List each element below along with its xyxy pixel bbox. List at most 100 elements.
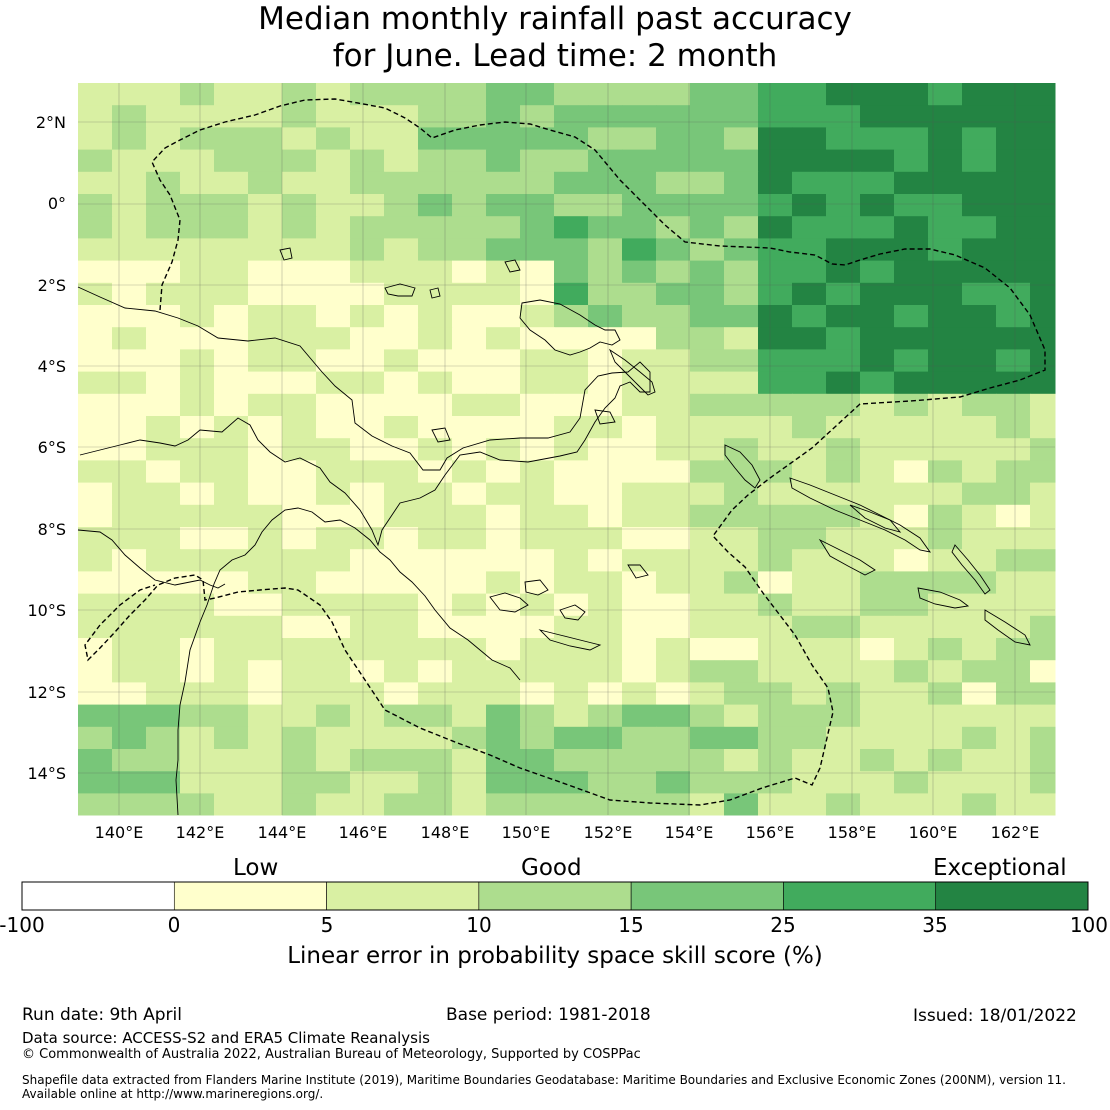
skill-cell [146, 660, 181, 683]
lon-label-152e: 152°E [583, 823, 633, 842]
skill-cell [248, 327, 283, 350]
skill-cell [78, 482, 113, 506]
skill-cell [996, 260, 1031, 284]
skill-cell [724, 571, 759, 595]
skill-cell [520, 216, 555, 239]
skill-cell [928, 327, 963, 350]
skill-cell [962, 349, 997, 373]
skill-cell [554, 704, 589, 728]
skill-cell [418, 194, 453, 217]
skill-cell [78, 571, 113, 595]
skill-cell [112, 416, 147, 439]
lon-label-140e: 140°E [94, 823, 144, 842]
skill-cell [78, 771, 113, 794]
lat-label-6s: 6°S [37, 438, 66, 457]
skill-cell [112, 482, 147, 506]
skill-cell [894, 149, 929, 173]
skill-cell [758, 83, 793, 106]
skill-cell [826, 571, 861, 595]
skill-cell [78, 504, 113, 528]
coastline-guadalcanal [917, 587, 970, 609]
skill-cell [928, 726, 963, 750]
skill-cell [112, 305, 147, 328]
skill-cell [826, 238, 861, 262]
skill-cell [350, 416, 385, 439]
skill-cell [554, 216, 589, 239]
skill-cell [996, 393, 1031, 417]
skill-cell [112, 349, 147, 373]
skill-cell [486, 482, 521, 506]
skill-cell [350, 682, 385, 706]
skill-cell [860, 593, 895, 617]
skill-cell [180, 416, 215, 439]
skill-cell [826, 194, 861, 217]
skill-cell [554, 327, 589, 350]
skill-cell [554, 593, 589, 617]
coastline-solomon-1 [789, 477, 932, 553]
skill-cell [78, 660, 113, 683]
skill-cell [486, 305, 521, 328]
skill-cell [146, 704, 181, 728]
skill-cell [452, 393, 487, 417]
skill-cell [928, 793, 963, 816]
skill-cell [996, 83, 1031, 106]
skill-cell [928, 749, 963, 772]
skill-cell [180, 660, 215, 683]
skill-cell [520, 149, 555, 173]
skill-cell [622, 504, 657, 528]
skill-cell [656, 726, 691, 750]
skill-cell [1030, 305, 1056, 328]
skill-cell [384, 260, 419, 284]
skill-cell [418, 504, 453, 528]
skill-cell [486, 416, 521, 439]
skill-cell [656, 571, 691, 595]
skill-cell [486, 549, 521, 572]
skill-cell [384, 149, 419, 173]
coastline-new-ireland [609, 348, 656, 396]
skill-cell [316, 327, 351, 350]
skill-cell [588, 749, 623, 772]
skill-cell [656, 438, 691, 461]
skill-cell [690, 438, 725, 461]
skill-cell [180, 460, 215, 484]
skill-cell [1030, 105, 1056, 128]
skill-cell [78, 704, 113, 728]
skill-cell [656, 393, 691, 417]
skill-cell [588, 660, 623, 683]
skill-cell [384, 593, 419, 617]
skill-cell [928, 527, 963, 550]
skill-cell [520, 171, 555, 195]
skill-cell [690, 171, 725, 195]
skill-cell [554, 615, 589, 639]
skill-cell [792, 393, 827, 417]
skill-cell [486, 660, 521, 683]
skill-cell [418, 482, 453, 506]
skill-cell [418, 260, 453, 284]
skill-cell [758, 593, 793, 617]
skill-cell [554, 749, 589, 772]
skill-cell [758, 638, 793, 661]
skill-cell [452, 682, 487, 706]
skill-cell [588, 638, 623, 661]
skill-cell [78, 305, 113, 328]
skill-cell [146, 771, 181, 794]
skill-cell [826, 482, 861, 506]
skill-cell [78, 527, 113, 550]
skill-cell [282, 194, 317, 217]
skill-cell [214, 393, 249, 417]
skill-cell [724, 149, 759, 173]
skill-cell [1030, 482, 1056, 506]
skill-cell [384, 83, 419, 106]
skill-cell [690, 393, 725, 417]
skill-cell [758, 482, 793, 506]
skill-cell [792, 749, 827, 772]
skill-cell [1030, 593, 1056, 617]
skill-cell [792, 615, 827, 639]
skill-cell [282, 393, 317, 417]
skill-cell [656, 416, 691, 439]
skill-cell [724, 527, 759, 550]
skill-cell [656, 371, 691, 395]
skill-cell [894, 171, 929, 195]
skill-cell [282, 482, 317, 506]
skill-cell [418, 105, 453, 128]
